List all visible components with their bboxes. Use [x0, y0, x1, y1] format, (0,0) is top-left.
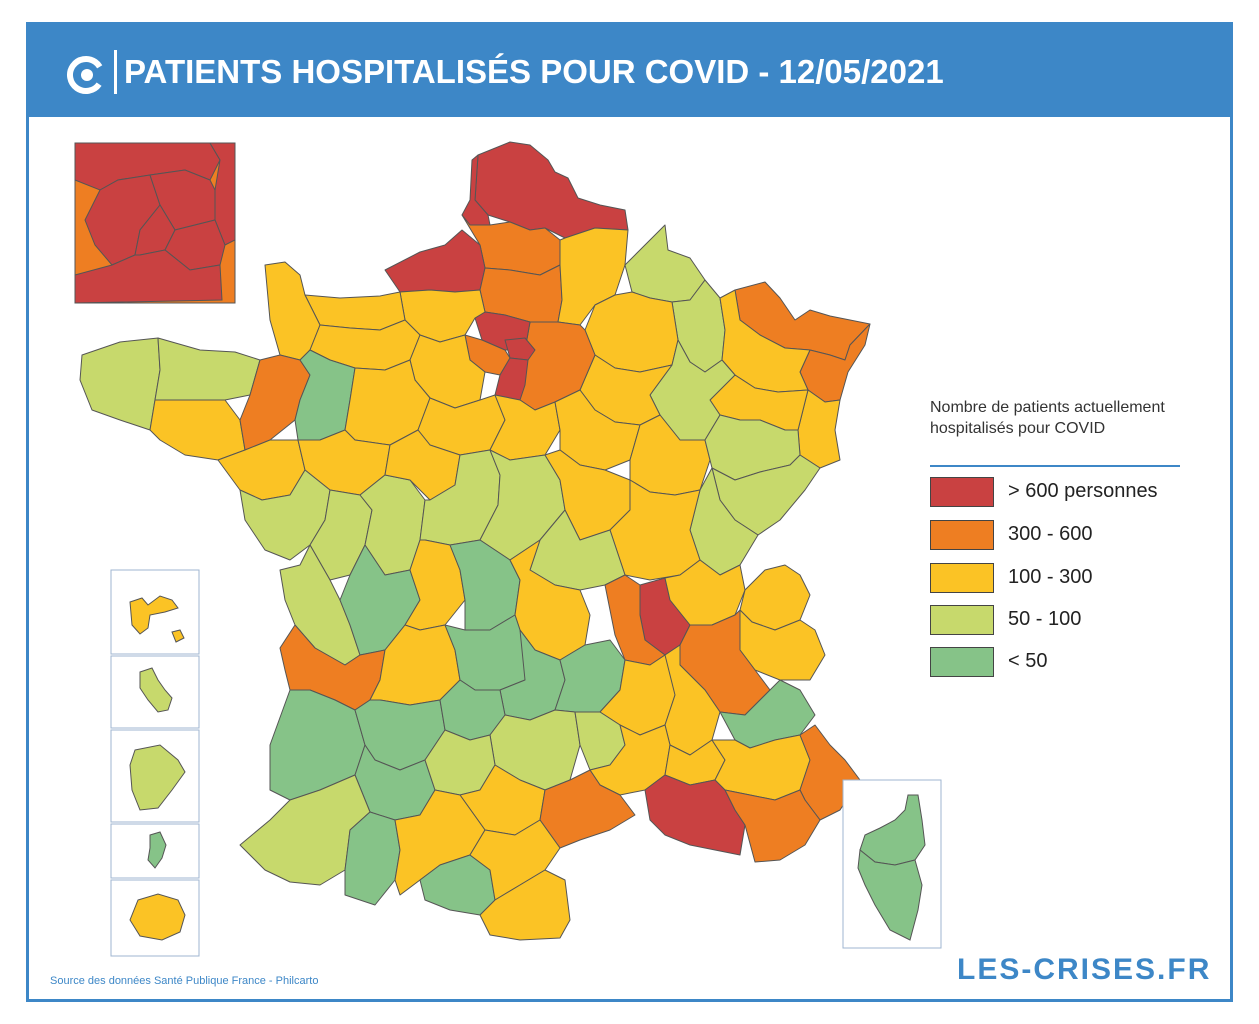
dep-var [724, 789, 821, 863]
dep-mayotte [147, 831, 167, 869]
legend-label: 100 - 300 [1008, 566, 1093, 588]
dep-ardennes [624, 224, 706, 303]
crises-logo-icon [67, 56, 105, 94]
dep-morbihan [149, 399, 246, 461]
dep-finistere [79, 337, 161, 431]
metropolitan-france [79, 141, 871, 941]
dep-paris-petite-couronne [504, 337, 536, 361]
dep-loiret [489, 394, 561, 461]
dep-nord [474, 141, 629, 239]
brand-logo: LES-CRISES.FR [957, 953, 1212, 986]
source-note: Source des données Santé Publique France… [50, 975, 319, 987]
dep-la-reunion [129, 893, 186, 941]
dep-corse-du-sud [857, 849, 923, 941]
legend-swatch [930, 520, 994, 550]
legend-label: 50 - 100 [1008, 608, 1082, 630]
dep-guadeloupe-island [171, 629, 185, 643]
legend-swatch [930, 563, 994, 593]
dep-martinique [139, 667, 173, 713]
page-title: PATIENTS HOSPITALISÉS POUR COVID - 12/05… [124, 53, 944, 90]
dep-gard [589, 724, 671, 796]
title-separator [114, 50, 117, 94]
corsica-inset [842, 779, 942, 949]
legend-label: 300 - 600 [1008, 523, 1093, 545]
legend-label: > 600 personnes [1008, 480, 1158, 502]
legend-title: Nombre de patients actuellement hospital… [930, 399, 1165, 437]
dep-aude [469, 819, 561, 901]
legend-swatch [930, 647, 994, 677]
dep-cotes-darmor [154, 337, 261, 401]
overseas-insets [110, 569, 200, 957]
ile-de-france-inset [74, 142, 236, 304]
dep-guadeloupe [129, 595, 179, 635]
title-bar [26, 22, 1233, 117]
dep-seine-maritime [384, 229, 486, 293]
dep-herault [539, 769, 636, 849]
dep-pyrenees-orientales [479, 869, 571, 941]
legend-swatch [930, 477, 994, 507]
dep-guyane [129, 744, 186, 811]
inset-dep-essonne [74, 249, 223, 304]
legend-divider [930, 465, 1180, 467]
legend-swatch [930, 605, 994, 635]
legend-label: < 50 [1008, 650, 1048, 672]
